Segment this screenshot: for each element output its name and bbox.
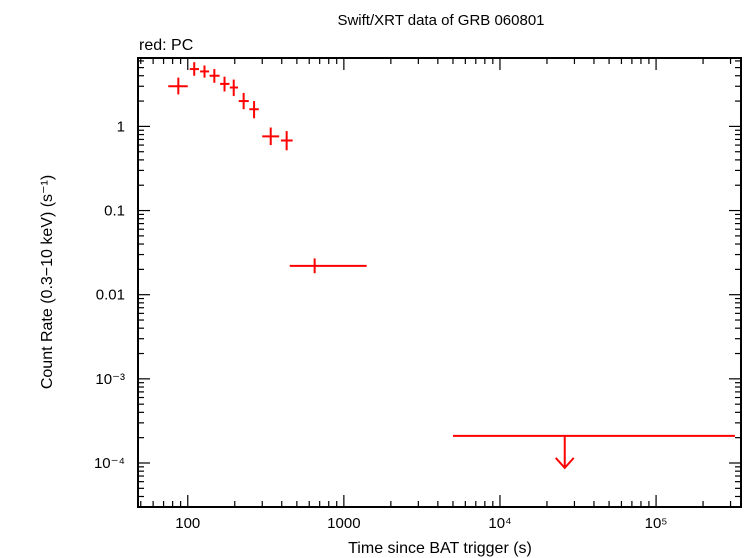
- upper-limit-series: [452, 434, 735, 470]
- data-point: [209, 69, 220, 83]
- data-series-pc: [168, 62, 367, 274]
- data-point: [289, 258, 367, 274]
- data-point: [229, 79, 239, 96]
- x-tick-label: 10⁴: [488, 515, 511, 532]
- x-tick-label: 10⁵: [645, 515, 668, 532]
- data-point: [168, 77, 188, 95]
- data-point: [262, 127, 280, 146]
- data-point: [220, 76, 230, 92]
- plot-frame: [137, 57, 742, 508]
- x-axis-label: Time since BAT trigger (s): [348, 540, 532, 557]
- y-tick-label: 0.01: [96, 287, 125, 304]
- y-tick-label: 10⁻³: [95, 371, 125, 388]
- data-point: [238, 92, 249, 110]
- upper-limit: [452, 434, 735, 470]
- y-tick-label: 0.1: [104, 203, 125, 220]
- data-point: [280, 131, 293, 151]
- y-tick-label: 10⁻⁴: [94, 455, 125, 472]
- legend-text: red: PC: [139, 37, 193, 54]
- x-tick-label: 100: [175, 515, 200, 532]
- y-axis-ticks: [138, 60, 741, 508]
- upper-limit-arrow-head: [555, 457, 575, 470]
- data-point: [189, 62, 199, 76]
- x-axis-ticks: [140, 58, 732, 507]
- data-point: [200, 65, 210, 78]
- x-tick-label: 1000: [327, 515, 360, 532]
- y-axis-label: Count Rate (0.3−10 keV) (s⁻¹): [39, 175, 56, 389]
- y-tick-label: 1: [117, 118, 125, 135]
- chart-title: Swift/XRT data of GRB 060801: [337, 12, 544, 29]
- x-axis-tick-labels: 100 1000 10⁴ 10⁵: [175, 515, 667, 532]
- y-axis-tick-labels: 1 0.1 0.01 10⁻³ 10⁻⁴: [94, 118, 125, 472]
- data-point: [249, 101, 259, 119]
